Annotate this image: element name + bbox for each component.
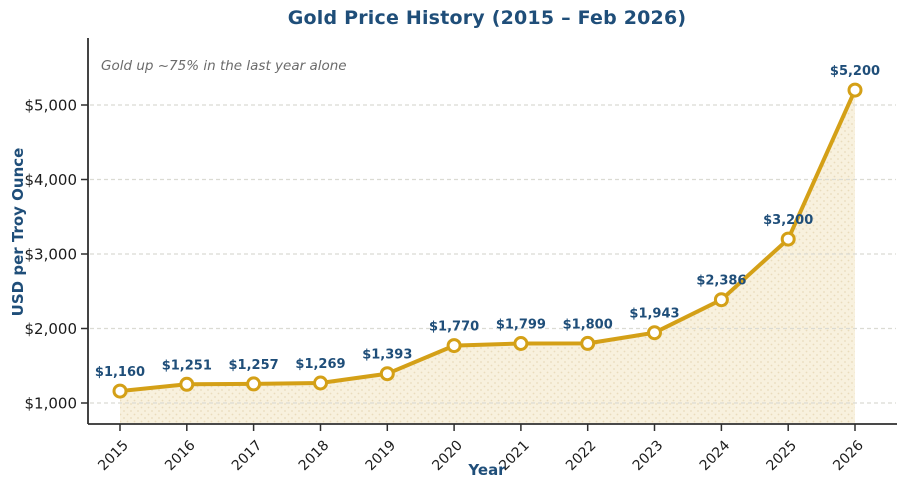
y-tick-label: $2,000 — [25, 320, 78, 338]
data-label-2024: $2,386 — [696, 274, 746, 289]
area-fill — [120, 90, 855, 423]
data-label-2015: $1,160 — [95, 365, 145, 380]
data-label-2026: $5,200 — [830, 64, 880, 79]
data-point-2025 — [780, 231, 796, 247]
x-tick-label-2015: 2015 — [95, 438, 132, 475]
x-tick-label-2018: 2018 — [296, 438, 333, 475]
data-point-2026 — [847, 82, 863, 98]
data-point-2023 — [647, 325, 662, 341]
data-point-2017 — [246, 376, 262, 392]
y-tick-label: $4,000 — [25, 171, 78, 189]
data-label-2018: $1,269 — [295, 357, 345, 372]
x-tick-label-2026: 2026 — [830, 437, 867, 474]
data-point-2024 — [713, 292, 729, 308]
x-tick-label-2024: 2024 — [697, 437, 734, 474]
data-point-2022 — [580, 335, 596, 351]
data-label-2025: $3,200 — [763, 213, 813, 228]
price-line — [118, 88, 857, 394]
x-tick-label-2017: 2017 — [229, 438, 266, 475]
data-label-2017: $1,257 — [229, 358, 279, 373]
data-point-2019 — [379, 366, 395, 382]
data-label-2019: $1,393 — [362, 348, 412, 363]
data-point-2016 — [179, 376, 195, 392]
x-tick-label-2016: 2016 — [162, 437, 199, 474]
data-point-2015 — [112, 383, 128, 399]
x-tick-label-2022: 2022 — [563, 438, 600, 475]
data-point-2018 — [313, 375, 328, 391]
chart-annotation: Gold up ~75% in the last year alone — [101, 58, 347, 74]
data-point-2021 — [513, 336, 529, 351]
data-label-2021: $1,799 — [496, 318, 546, 333]
data-label-2020: $1,770 — [429, 320, 479, 335]
data-label-2016: $1,251 — [162, 358, 212, 373]
x-tick-label-2023: 2023 — [630, 438, 667, 475]
y-tick-label: $1,000 — [25, 395, 78, 413]
x-axis-label: Year — [468, 461, 506, 479]
data-point-2020 — [446, 338, 462, 354]
x-tick-label-2020: 2020 — [429, 438, 466, 475]
y-tick-label: $5,000 — [25, 97, 78, 115]
y-tick-label: $3,000 — [25, 246, 78, 264]
x-tick-label-2025: 2025 — [764, 438, 801, 475]
x-tick-label-2021: 2021 — [496, 438, 533, 475]
chart-title: Gold Price History (2015 – Feb 2026) — [287, 7, 687, 29]
data-label-2023: $1,943 — [629, 307, 679, 322]
data-label-2022: $1,800 — [563, 317, 613, 332]
x-tick-label-2019: 2019 — [363, 438, 400, 475]
